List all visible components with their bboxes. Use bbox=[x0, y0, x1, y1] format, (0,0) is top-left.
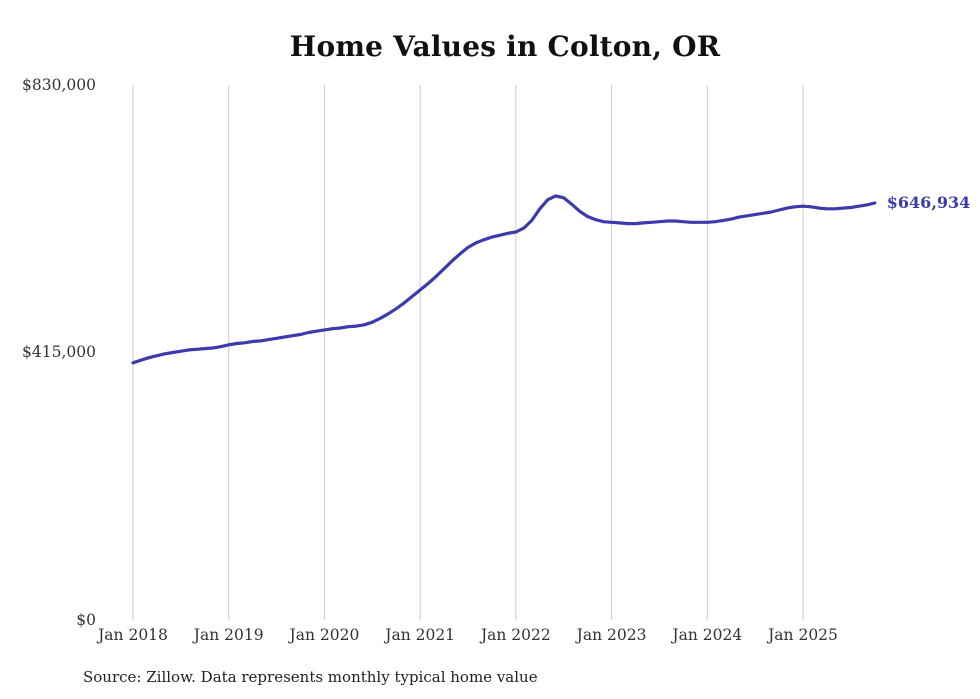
x-axis-label-jan-2024: Jan 2024 bbox=[672, 626, 743, 644]
source-note: Source: Zillow. Data represents monthly … bbox=[83, 668, 538, 686]
y-axis-label-0: $0 bbox=[76, 611, 96, 629]
chart-title: Home Values in Colton, OR bbox=[289, 30, 721, 63]
x-axis-label-jan-2023: Jan 2023 bbox=[576, 626, 647, 644]
current-value-label: $646,934 bbox=[886, 193, 971, 212]
x-axis-label-jan-2020: Jan 2020 bbox=[289, 626, 360, 644]
y-axis-label-830000: $830,000 bbox=[22, 76, 96, 94]
x-axis-label-jan-2022: Jan 2022 bbox=[480, 626, 551, 644]
x-axis-label-jan-2019: Jan 2019 bbox=[193, 626, 264, 644]
x-axis-label-jan-2021: Jan 2021 bbox=[385, 626, 456, 644]
x-axis-label-jan-2018: Jan 2018 bbox=[98, 626, 168, 644]
home-value-line bbox=[131, 194, 877, 365]
y-axis-label-415000: $415,000 bbox=[22, 343, 96, 361]
x-axis-label-jan-2025: Jan 2025 bbox=[768, 626, 838, 644]
